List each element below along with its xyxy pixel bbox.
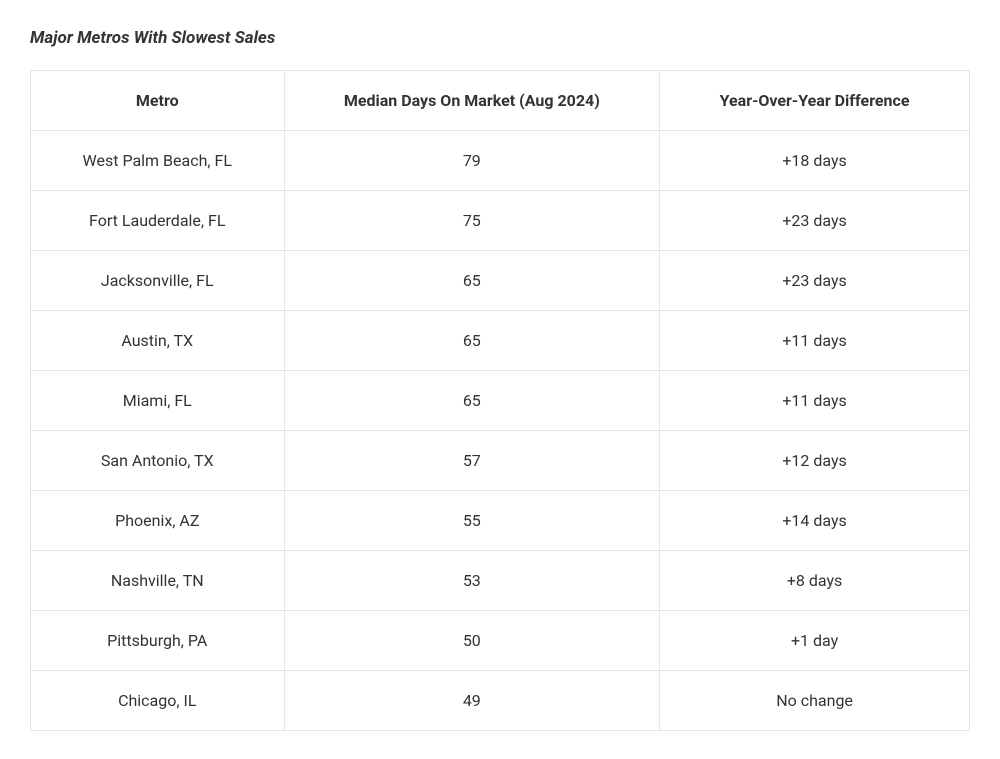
col-header-metro: Metro <box>31 71 285 131</box>
table-body: West Palm Beach, FL 79 +18 days Fort Lau… <box>31 131 970 731</box>
cell-metro: Miami, FL <box>31 371 285 431</box>
cell-yoy: +12 days <box>660 431 970 491</box>
cell-days: 57 <box>284 431 660 491</box>
cell-metro: San Antonio, TX <box>31 431 285 491</box>
cell-metro: Phoenix, AZ <box>31 491 285 551</box>
cell-days: 55 <box>284 491 660 551</box>
cell-days: 79 <box>284 131 660 191</box>
cell-yoy: +23 days <box>660 251 970 311</box>
cell-metro: Pittsburgh, PA <box>31 611 285 671</box>
cell-yoy: +14 days <box>660 491 970 551</box>
table-row: Chicago, IL 49 No change <box>31 671 970 731</box>
table-row: Fort Lauderdale, FL 75 +23 days <box>31 191 970 251</box>
cell-days: 75 <box>284 191 660 251</box>
cell-metro: Nashville, TN <box>31 551 285 611</box>
table-header-row: Metro Median Days On Market (Aug 2024) Y… <box>31 71 970 131</box>
table-row: Austin, TX 65 +11 days <box>31 311 970 371</box>
table-row: Miami, FL 65 +11 days <box>31 371 970 431</box>
table-row: West Palm Beach, FL 79 +18 days <box>31 131 970 191</box>
cell-yoy: +11 days <box>660 311 970 371</box>
cell-metro: Austin, TX <box>31 311 285 371</box>
cell-yoy: +18 days <box>660 131 970 191</box>
cell-days: 50 <box>284 611 660 671</box>
cell-days: 49 <box>284 671 660 731</box>
table-row: Nashville, TN 53 +8 days <box>31 551 970 611</box>
table-row: Phoenix, AZ 55 +14 days <box>31 491 970 551</box>
cell-yoy: +8 days <box>660 551 970 611</box>
table-title: Major Metros With Slowest Sales <box>30 28 970 48</box>
cell-yoy: +1 day <box>660 611 970 671</box>
cell-days: 65 <box>284 371 660 431</box>
cell-metro: Fort Lauderdale, FL <box>31 191 285 251</box>
table-row: San Antonio, TX 57 +12 days <box>31 431 970 491</box>
cell-yoy: +11 days <box>660 371 970 431</box>
table-row: Jacksonville, FL 65 +23 days <box>31 251 970 311</box>
cell-days: 65 <box>284 251 660 311</box>
table-row: Pittsburgh, PA 50 +1 day <box>31 611 970 671</box>
metros-table: Metro Median Days On Market (Aug 2024) Y… <box>30 70 970 731</box>
cell-metro: Jacksonville, FL <box>31 251 285 311</box>
cell-days: 65 <box>284 311 660 371</box>
cell-metro: Chicago, IL <box>31 671 285 731</box>
cell-days: 53 <box>284 551 660 611</box>
col-header-days: Median Days On Market (Aug 2024) <box>284 71 660 131</box>
cell-yoy: No change <box>660 671 970 731</box>
cell-metro: West Palm Beach, FL <box>31 131 285 191</box>
col-header-yoy: Year-Over-Year Difference <box>660 71 970 131</box>
cell-yoy: +23 days <box>660 191 970 251</box>
